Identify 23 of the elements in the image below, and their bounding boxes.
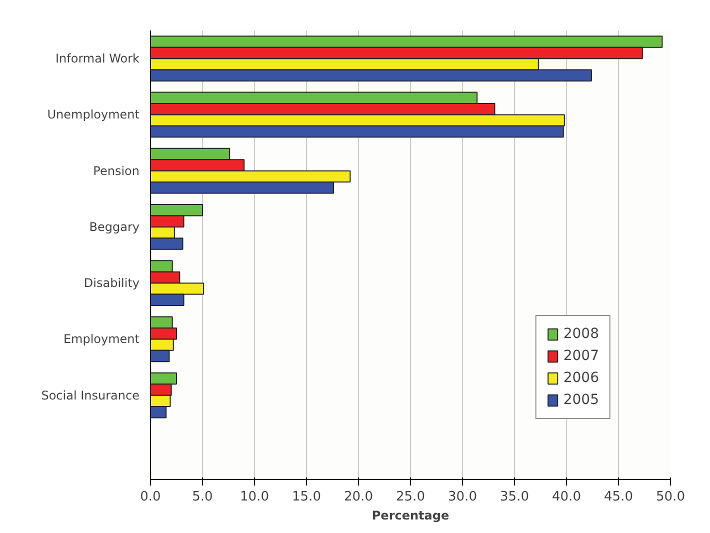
x-tick-label: 30.0 xyxy=(448,490,477,504)
y-tick-label: Beggary xyxy=(89,220,140,234)
legend-label: 2007 xyxy=(563,348,599,364)
legend-label: 2008 xyxy=(563,326,599,342)
y-tick-label: Pension xyxy=(93,164,140,178)
x-tick-label: 45.0 xyxy=(604,490,633,504)
legend-label: 2006 xyxy=(563,370,599,386)
x-tick-label: 5.0 xyxy=(192,490,213,504)
x-tick-label: 50.0 xyxy=(656,490,685,504)
y-tick-label: Employment xyxy=(63,332,140,346)
y-tick-label: Disability xyxy=(84,276,140,290)
x-tick-label: 15.0 xyxy=(292,490,321,504)
x-tick-label: 40.0 xyxy=(552,490,581,504)
x-tick-label: 0.0 xyxy=(140,490,161,504)
x-tick-label: 10.0 xyxy=(240,490,269,504)
x-axis-title: Percentage xyxy=(372,508,450,522)
y-tick-label: Unemployment xyxy=(47,108,140,122)
x-tick-label: 20.0 xyxy=(344,490,373,504)
x-tick-label: 25.0 xyxy=(396,490,425,504)
x-tick-label: 35.0 xyxy=(500,490,529,504)
y-tick-label: Social Insurance xyxy=(41,388,140,402)
legend-label: 2005 xyxy=(563,392,599,408)
y-tick-label: Informal Work xyxy=(55,52,140,66)
